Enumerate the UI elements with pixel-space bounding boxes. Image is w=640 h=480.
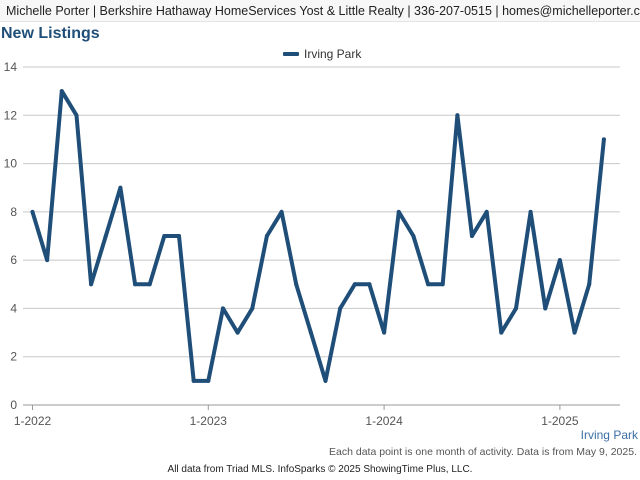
data-point[interactable] — [352, 282, 357, 287]
agent-contact-text: Michelle Porter | Berkshire Hathaway Hom… — [6, 4, 640, 18]
x-tick-label-1-2022: 1-2022 — [14, 414, 52, 428]
data-point[interactable] — [367, 282, 372, 287]
y-tick-label-12: 12 — [4, 108, 18, 122]
legend-swatch — [283, 52, 299, 56]
x-tick-label-1-2025: 1-2025 — [541, 414, 579, 428]
agent-contact-header: Michelle Porter | Berkshire Hathaway Hom… — [0, 0, 640, 22]
y-tick-label-4: 4 — [10, 301, 17, 315]
data-point[interactable] — [587, 282, 592, 287]
data-note: Each data point is one month of activity… — [329, 446, 637, 458]
data-point[interactable] — [470, 234, 474, 238]
y-tick-label-6: 6 — [10, 253, 17, 267]
data-point[interactable] — [30, 209, 35, 214]
y-tick-label-10: 10 — [4, 157, 18, 171]
data-point[interactable] — [294, 282, 299, 287]
data-point[interactable] — [440, 282, 445, 287]
y-axis-ticks: 0 2 4 6 8 10 12 14 — [4, 60, 18, 412]
data-point[interactable] — [382, 330, 387, 335]
y-tick-label-8: 8 — [10, 205, 17, 219]
data-point[interactable] — [250, 306, 255, 311]
data-point[interactable] — [206, 378, 211, 383]
series-layer — [30, 89, 606, 383]
data-source-footer: All data from Triad MLS. InfoSparks © 20… — [167, 464, 473, 475]
y-tick-label-0: 0 — [10, 398, 17, 412]
data-point[interactable] — [103, 234, 108, 238]
legend-label-irving-park: Irving Park — [304, 47, 362, 61]
series-line-0[interactable] — [30, 89, 606, 383]
x-tick-label-1-2023: 1-2023 — [190, 414, 228, 428]
data-point[interactable] — [162, 234, 167, 238]
data-point[interactable] — [279, 209, 284, 214]
data-point[interactable] — [133, 282, 138, 287]
data-point[interactable] — [411, 234, 416, 238]
data-point[interactable] — [396, 209, 401, 214]
data-point[interactable] — [455, 113, 460, 118]
data-point[interactable] — [220, 306, 225, 311]
data-point[interactable] — [513, 306, 518, 311]
x-tick-label-1-2024: 1-2024 — [365, 414, 403, 428]
data-point[interactable] — [45, 258, 50, 263]
grid-lines — [23, 66, 620, 406]
data-point[interactable] — [74, 113, 79, 118]
data-point[interactable] — [147, 282, 152, 287]
series-name-label: Irving Park — [580, 428, 638, 442]
x-axis-ticks: 1-2022 1-2023 1-2024 1-2025 — [14, 405, 579, 428]
data-point[interactable] — [323, 378, 328, 383]
y-tick-label-14: 14 — [4, 60, 18, 74]
chart-title: New Listings — [1, 25, 100, 42]
data-point[interactable] — [601, 137, 606, 142]
data-point[interactable] — [191, 378, 196, 383]
data-point[interactable] — [543, 306, 548, 311]
data-point[interactable] — [264, 234, 269, 238]
data-point[interactable] — [484, 209, 489, 214]
y-tick-label-2: 2 — [10, 350, 17, 364]
data-point[interactable] — [499, 330, 504, 335]
data-point[interactable] — [338, 306, 343, 311]
data-point[interactable] — [59, 89, 64, 94]
data-point[interactable] — [557, 258, 562, 263]
data-point[interactable] — [235, 330, 240, 335]
data-point[interactable] — [89, 282, 94, 287]
data-point[interactable] — [308, 330, 313, 335]
data-point[interactable] — [572, 330, 577, 335]
data-point[interactable] — [528, 209, 533, 214]
data-point[interactable] — [118, 185, 123, 190]
data-point[interactable] — [426, 282, 431, 287]
data-point[interactable] — [177, 234, 181, 238]
chart-legend[interactable]: Irving Park — [283, 46, 361, 62]
